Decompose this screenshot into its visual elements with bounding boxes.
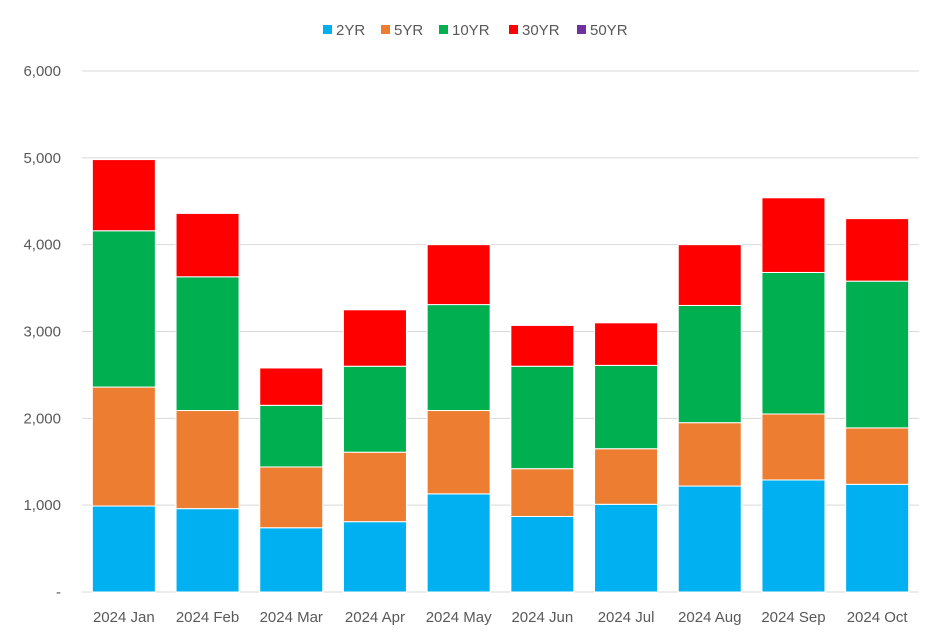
bar-segment-30yr	[175, 212, 240, 278]
bar-segment-5yr	[510, 468, 575, 517]
x-tick-label: 2024 May	[426, 609, 492, 626]
bar-segment-2yr	[677, 485, 742, 593]
legend-label: 30YR	[522, 22, 560, 39]
bar-segment-30yr	[342, 309, 407, 367]
bar-segment-2yr	[594, 503, 659, 593]
legend-label: 10YR	[452, 22, 490, 39]
bar-segment-5yr	[677, 422, 742, 487]
bar-segment-10yr	[677, 304, 742, 424]
bar-segment-10yr	[91, 230, 156, 388]
legend-item-2yr: 2YR	[323, 22, 365, 39]
x-tick-label: 2024 Apr	[345, 609, 405, 626]
y-tick-label: 6,000	[23, 63, 61, 80]
y-tick-label: -	[56, 584, 61, 601]
bar-segment-10yr	[845, 280, 910, 429]
x-tick-label: 2024 Sep	[761, 609, 825, 626]
bar-segment-30yr	[761, 197, 826, 273]
bar-segment-2yr	[845, 483, 910, 593]
y-tick-label: 1,000	[23, 497, 61, 514]
bar-segment-2yr	[342, 521, 407, 593]
bar-segment-10yr	[342, 365, 407, 453]
bar-segment-2yr	[761, 479, 826, 593]
bar-segment-10yr	[510, 365, 575, 470]
y-tick-label: 4,000	[23, 237, 61, 254]
x-tick-label: 2024 Feb	[176, 609, 239, 626]
bar-segment-2yr	[259, 527, 324, 593]
y-axis: - 1,000 2,000 3,000 4,000 5,000 6,000	[23, 63, 61, 601]
bar-segment-2yr	[91, 505, 156, 593]
bars	[91, 159, 910, 593]
legend-item-10yr: 10YR	[439, 22, 490, 39]
legend-swatch	[509, 25, 518, 34]
legend-swatch	[577, 25, 586, 34]
bar-segment-5yr	[175, 410, 240, 510]
legend-item-5yr: 5YR	[381, 22, 423, 39]
bar-segment-30yr	[91, 159, 156, 232]
x-tick-label: 2024 Jul	[598, 609, 655, 626]
bar-segment-10yr	[594, 364, 659, 450]
bar-segment-10yr	[175, 276, 240, 412]
bar-segment-2yr	[175, 508, 240, 593]
x-tick-label: 2024 Aug	[678, 609, 741, 626]
bar-segment-30yr	[426, 244, 491, 306]
legend: 2YR 5YR 10YR 30YR 50YR	[323, 22, 628, 39]
bar-segment-10yr	[426, 304, 491, 412]
bar-segment-30yr	[259, 367, 324, 406]
x-tick-label: 2024 Jan	[93, 609, 155, 626]
legend-item-50yr: 50YR	[577, 22, 628, 39]
x-tick-label: 2024 Jun	[511, 609, 573, 626]
y-tick-label: 5,000	[23, 150, 61, 167]
legend-label: 2YR	[336, 22, 365, 39]
bar-segment-30yr	[677, 244, 742, 306]
bar-segment-5yr	[761, 413, 826, 481]
bar-segment-10yr	[761, 271, 826, 415]
bar-segment-5yr	[91, 386, 156, 507]
x-tick-label: 2024 Mar	[260, 609, 323, 626]
bar-segment-10yr	[259, 404, 324, 468]
y-tick-label: 2,000	[23, 410, 61, 427]
bar-segment-5yr	[594, 448, 659, 505]
legend-swatch	[439, 25, 448, 34]
bar-segment-5yr	[342, 451, 407, 523]
bar-segment-2yr	[426, 493, 491, 593]
bar-segment-5yr	[259, 466, 324, 529]
y-tick-label: 3,000	[23, 324, 61, 341]
legend-label: 5YR	[394, 22, 423, 39]
bar-segment-30yr	[845, 218, 910, 282]
legend-label: 50YR	[590, 22, 628, 39]
bar-segment-2yr	[510, 515, 575, 593]
x-tick-label: 2024 Oct	[847, 609, 909, 626]
legend-swatch	[381, 25, 390, 34]
bar-segment-5yr	[845, 427, 910, 485]
bar-segment-5yr	[426, 410, 491, 495]
bar-segment-30yr	[594, 322, 659, 366]
bar-segment-30yr	[510, 324, 575, 367]
x-axis: 2024 Jan 2024 Feb 2024 Mar 2024 Apr 2024 May…	[93, 609, 908, 626]
legend-swatch	[323, 25, 332, 34]
legend-item-30yr: 30YR	[509, 22, 560, 39]
